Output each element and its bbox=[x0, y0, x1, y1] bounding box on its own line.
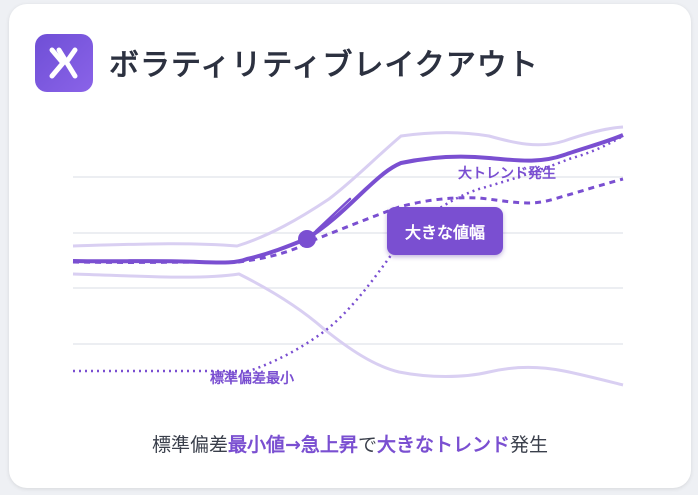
moving-average-line bbox=[72, 177, 624, 264]
upper-band-line bbox=[72, 125, 624, 248]
price-flick-line bbox=[314, 197, 352, 233]
big-trend-label: 大トレンド発生 bbox=[458, 166, 556, 182]
caption-part: 標準偏差 bbox=[152, 434, 229, 456]
caption-highlight: 大きなトレンド bbox=[376, 434, 510, 456]
big-range-badge: 大きな値幅 bbox=[387, 207, 503, 255]
std-dev-line bbox=[73, 134, 624, 373]
grid-lines bbox=[73, 176, 623, 345]
caption: 標準偏差最小値→急上昇で大きなトレンド発生 bbox=[9, 430, 691, 457]
breakout-point bbox=[298, 230, 316, 248]
lower-band-line bbox=[72, 272, 624, 387]
bollinger-diagram bbox=[72, 125, 624, 387]
caption-part: で bbox=[357, 434, 377, 456]
caption-part: 発生 bbox=[509, 434, 548, 456]
volatility-logo-icon bbox=[35, 34, 93, 92]
caption-highlight: 最小値→急上昇 bbox=[228, 434, 358, 456]
page-title: ボラティリティブレイクアウト bbox=[109, 48, 539, 83]
min-std-label: 標準偏差最小 bbox=[210, 371, 294, 387]
breakout-card: ボラティリティブレイクアウト 大きな値幅 大トレンド発生 標準偏差最小 標準偏差… bbox=[9, 4, 691, 488]
